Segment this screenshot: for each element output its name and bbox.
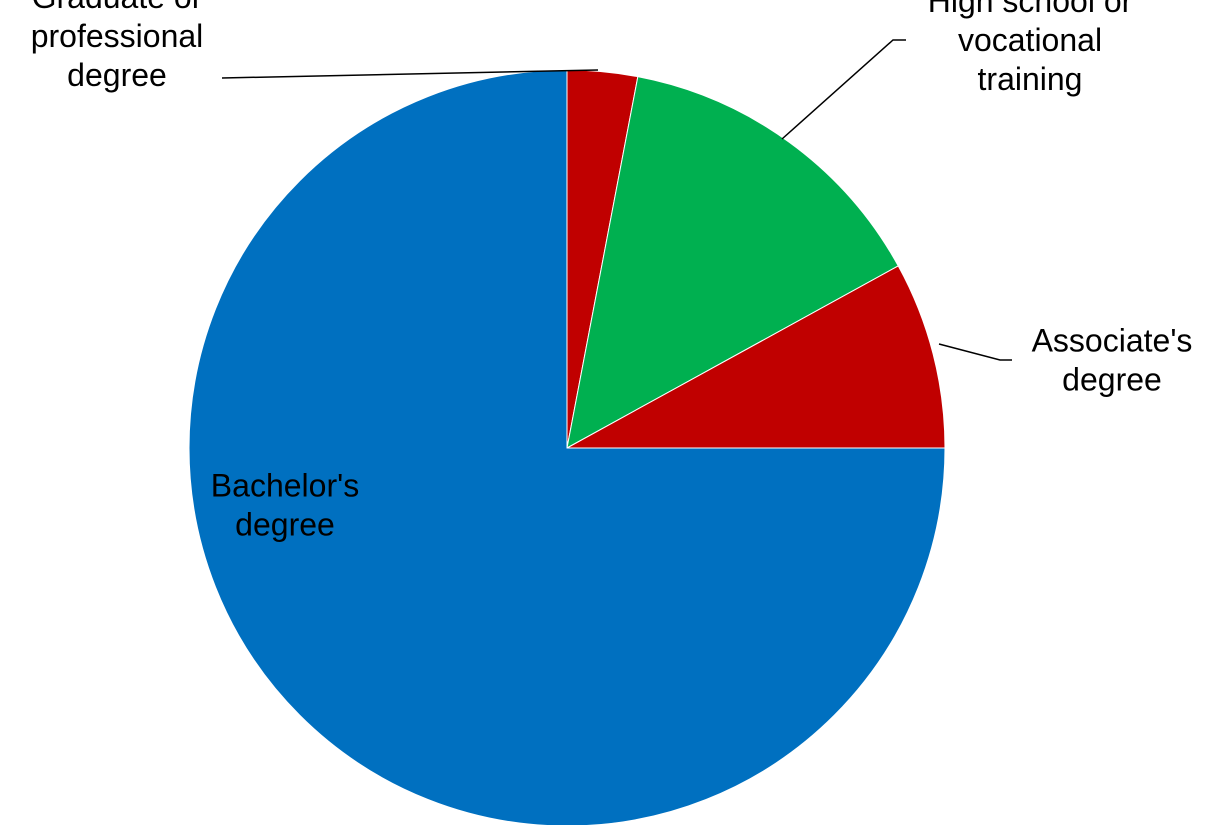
pie-slice-high-school-or-vocational-training bbox=[566, 76, 899, 449]
data-labels: Graduate orprofessionaldegreeHigh school… bbox=[31, 0, 1193, 543]
data-label: Associate's degree bbox=[1032, 323, 1193, 398]
data-label-line: degree bbox=[235, 507, 335, 543]
data-label: High school or vocational training bbox=[928, 0, 1133, 97]
data-label-line: degree bbox=[1062, 362, 1162, 398]
leader-line bbox=[221, 69, 599, 79]
data-label-line: degree bbox=[67, 57, 167, 93]
leader-line bbox=[781, 39, 906, 140]
data-label-line: Graduate or bbox=[32, 0, 203, 15]
data-label-line: professional bbox=[31, 18, 204, 54]
data-label-line: Bachelor's bbox=[211, 468, 359, 504]
data-label-line: training bbox=[978, 61, 1083, 97]
pie-slice-bachelor-s-degree bbox=[188, 69, 946, 825]
data-label: Bachelor's degree bbox=[211, 468, 359, 543]
data-label-line: vocational bbox=[958, 22, 1102, 58]
pie-slices bbox=[188, 69, 946, 825]
data-label-line: High school or bbox=[928, 0, 1133, 19]
leader-lines bbox=[221, 39, 1012, 361]
data-label-line: Associate's bbox=[1032, 323, 1193, 359]
leader-line bbox=[938, 343, 1012, 361]
pie-slice-associate-s-degree bbox=[566, 265, 946, 449]
